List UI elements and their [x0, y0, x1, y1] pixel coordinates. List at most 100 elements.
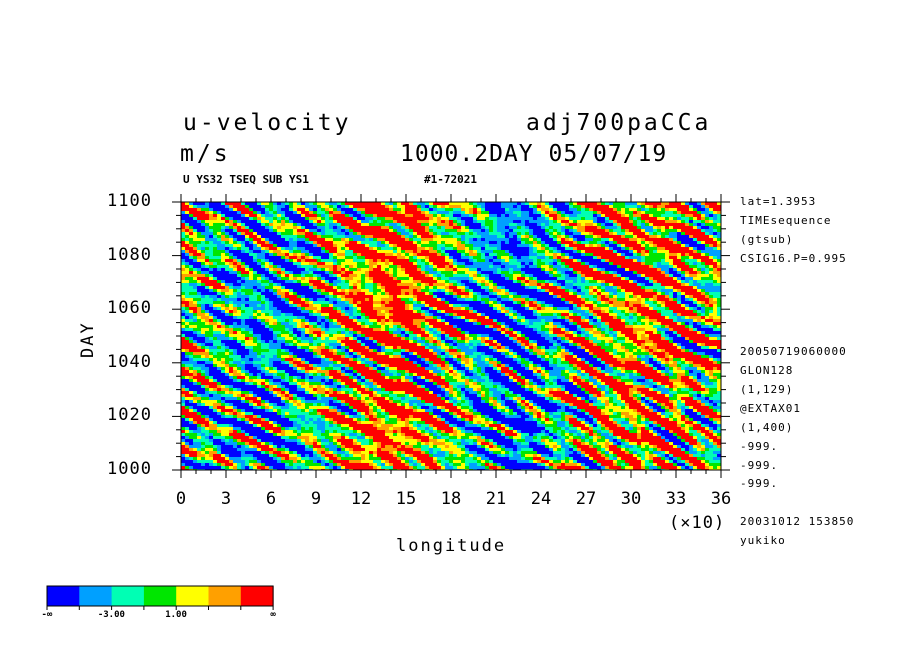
heatmap-cell: [553, 229, 557, 232]
heatmap-cell: [433, 295, 437, 298]
heatmap-cell: [429, 280, 433, 283]
heatmap-cell: [457, 265, 461, 268]
heatmap-cell: [301, 208, 305, 211]
heatmap-cell: [573, 229, 577, 232]
heatmap-cell: [637, 217, 641, 220]
heatmap-cell: [325, 274, 329, 277]
heatmap-cell: [633, 241, 637, 244]
heatmap-cell: [309, 223, 313, 226]
heatmap-cell: [349, 205, 353, 208]
heatmap-cell: [345, 271, 349, 274]
heatmap-cell: [549, 214, 553, 217]
heatmap-cell: [573, 241, 577, 244]
heatmap-cell: [185, 283, 189, 286]
heatmap-cell: [193, 217, 197, 220]
heatmap-cell: [441, 217, 445, 220]
heatmap-cell: [257, 256, 261, 259]
heatmap-cell: [493, 223, 497, 226]
heatmap-cell: [417, 232, 421, 235]
heatmap-cell: [601, 310, 605, 313]
heatmap-cell: [709, 244, 713, 247]
heatmap-cell: [669, 274, 673, 277]
heatmap-cell: [221, 250, 225, 253]
heatmap-cell: [297, 238, 301, 241]
heatmap-cell: [569, 295, 573, 298]
heatmap-cell: [305, 244, 309, 247]
heatmap-cell: [237, 289, 241, 292]
heatmap-cell: [329, 217, 333, 220]
heatmap-cell: [533, 262, 537, 265]
heatmap-cell: [421, 241, 425, 244]
heatmap-cell: [637, 244, 641, 247]
heatmap-cell: [357, 202, 361, 205]
heatmap-cell: [381, 289, 385, 292]
heatmap-cell: [537, 205, 541, 208]
heatmap-cell: [317, 220, 321, 223]
heatmap-cell: [297, 229, 301, 232]
heatmap-cell: [513, 247, 517, 250]
heatmap-cell: [477, 304, 481, 307]
heatmap-cell: [421, 223, 425, 226]
heatmap-cell: [485, 283, 489, 286]
heatmap-cell: [589, 259, 593, 262]
heatmap-cell: [253, 253, 257, 256]
heatmap-cell: [345, 238, 349, 241]
heatmap-cell: [381, 241, 385, 244]
heatmap-cell: [253, 232, 257, 235]
heatmap-cell: [653, 211, 657, 214]
heatmap-cell: [669, 253, 673, 256]
heatmap-cell: [565, 301, 569, 304]
heatmap-cell: [525, 256, 529, 259]
heatmap-cell: [369, 208, 373, 211]
heatmap-cell: [585, 307, 589, 310]
heatmap-cell: [277, 277, 281, 280]
heatmap-cell: [681, 277, 685, 280]
heatmap-cell: [417, 301, 421, 304]
heatmap-cell: [421, 202, 425, 205]
heatmap-cell: [677, 310, 681, 313]
heatmap-cell: [465, 262, 469, 265]
heatmap-cell: [669, 259, 673, 262]
heatmap-cell: [429, 232, 433, 235]
heatmap-cell: [329, 253, 333, 256]
heatmap-cell: [645, 256, 649, 259]
heatmap-cell: [701, 214, 705, 217]
heatmap-cell: [541, 283, 545, 286]
heatmap-cell: [345, 289, 349, 292]
heatmap-cell: [405, 214, 409, 217]
heatmap-cell: [473, 220, 477, 223]
heatmap-cell: [265, 310, 269, 313]
heatmap-cell: [665, 232, 669, 235]
heatmap-cell: [341, 280, 345, 283]
heatmap-cell: [261, 235, 265, 238]
heatmap-cell: [557, 202, 561, 205]
heatmap-cell: [605, 244, 609, 247]
heatmap-cell: [193, 265, 197, 268]
heatmap-cell: [641, 205, 645, 208]
heatmap-cell: [657, 289, 661, 292]
heatmap-cell: [521, 244, 525, 247]
heatmap-cell: [645, 301, 649, 304]
heatmap-cell: [237, 295, 241, 298]
heatmap-cell: [573, 232, 577, 235]
heatmap-cell: [465, 232, 469, 235]
heatmap-cell: [673, 238, 677, 241]
heatmap-cell: [645, 202, 649, 205]
heatmap-cell: [201, 226, 205, 229]
heatmap-cell: [289, 205, 293, 208]
heatmap-cell: [537, 310, 541, 313]
heatmap-cell: [385, 220, 389, 223]
heatmap-cell: [573, 259, 577, 262]
heatmap-cell: [409, 256, 413, 259]
heatmap-cell: [365, 202, 369, 205]
heatmap-cell: [537, 214, 541, 217]
heatmap-cell: [289, 274, 293, 277]
heatmap-cell: [337, 262, 341, 265]
heatmap-cell: [681, 244, 685, 247]
heatmap-cell: [389, 220, 393, 223]
heatmap-cell: [717, 301, 721, 304]
heatmap-cell: [633, 262, 637, 265]
heatmap-cell: [585, 304, 589, 307]
heatmap-cell: [581, 256, 585, 259]
heatmap-cell: [645, 241, 649, 244]
